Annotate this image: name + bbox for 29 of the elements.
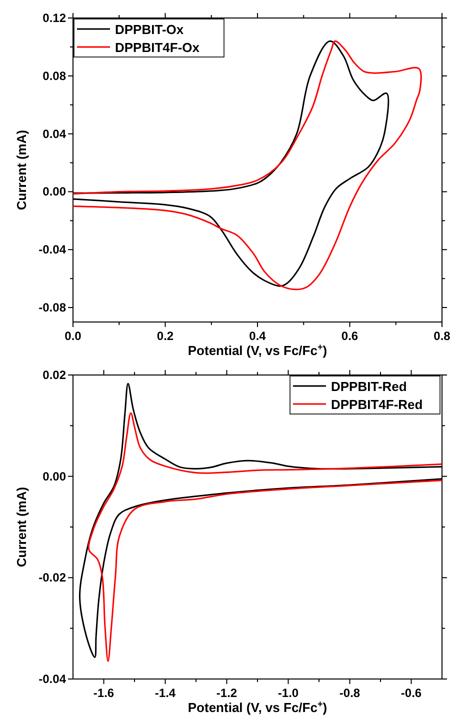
x-tick-label: 0.8 bbox=[434, 329, 451, 343]
legend-label: DPPBIT4F-Ox bbox=[115, 40, 200, 55]
y-tick-label: -0.04 bbox=[38, 672, 66, 686]
y-tick-label: 0.04 bbox=[42, 126, 66, 141]
y-tick-label: 0.12 bbox=[42, 11, 66, 25]
x-tick-label: -1.4 bbox=[154, 686, 176, 700]
x-axis-title: Potential (V, vs Fc/Fc$^{+}$) bbox=[188, 342, 328, 358]
y-tick-label: -0.08 bbox=[38, 300, 66, 315]
x-tick-label: 0.2 bbox=[156, 329, 174, 343]
legend-label: DPPBIT4F-Red bbox=[331, 397, 423, 412]
x-tick-label: -0.8 bbox=[339, 686, 360, 700]
x-tick-label: 0.0 bbox=[64, 329, 82, 343]
y-tick-label: -0.02 bbox=[38, 570, 66, 585]
y-tick-label: 0.00 bbox=[42, 469, 66, 484]
x-axis-title: Potential (V, vs Fc/Fc$^{+}$) bbox=[188, 699, 328, 715]
y-tick-label: -0.04 bbox=[38, 242, 66, 257]
legend-label: DPPBIT-Ox bbox=[115, 22, 184, 37]
x-tick-label: -1.6 bbox=[93, 686, 114, 700]
legend-label: DPPBIT-Red bbox=[331, 379, 407, 394]
x-tick-label: -0.6 bbox=[400, 686, 422, 700]
x-tick-label: 0.6 bbox=[341, 329, 358, 343]
y-axis-title: Current (mA) bbox=[14, 486, 29, 568]
x-tick-label: -1.2 bbox=[216, 686, 238, 700]
x-tick-label: 0.4 bbox=[249, 329, 266, 343]
y-tick-label: 0.08 bbox=[42, 68, 66, 83]
x-tick-label: -1.0 bbox=[278, 686, 299, 700]
y-tick-label: 0.00 bbox=[42, 184, 66, 199]
y-axis-title: Current (mA) bbox=[14, 130, 29, 210]
y-tick-label: 0.02 bbox=[42, 368, 66, 382]
